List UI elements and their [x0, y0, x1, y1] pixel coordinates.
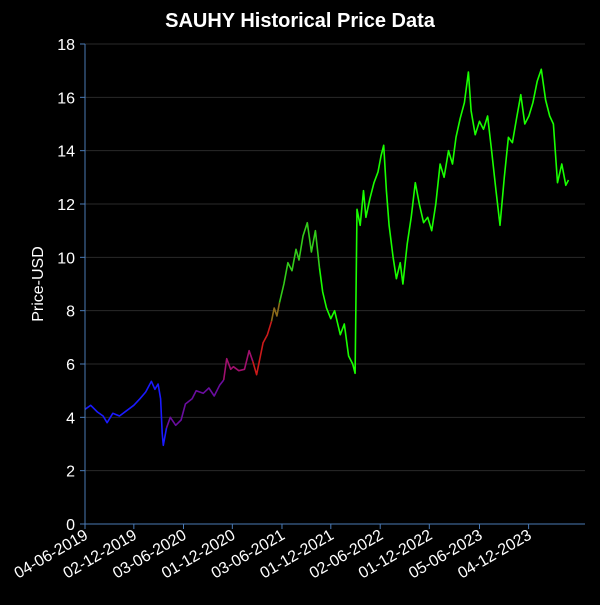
y-tick-label: 4	[66, 410, 75, 427]
series-lines	[84, 68, 570, 447]
price-series-line	[278, 221, 321, 303]
y-tick-label: 8	[66, 304, 75, 321]
y-tick-label: 10	[57, 250, 75, 267]
y-axis-label: Price-USD	[30, 246, 47, 322]
y-tick-label: 14	[57, 144, 75, 161]
price-series-line	[318, 68, 570, 375]
y-tick-label: 18	[57, 37, 75, 54]
y-tick-labels: 0 2 4 6 8 10 12 14 16 18	[57, 37, 75, 534]
y-tick-label: 12	[57, 197, 75, 214]
y-tick-label: 2	[66, 464, 75, 481]
y-tick-label: 0	[66, 517, 75, 534]
y-tick-label: 6	[66, 357, 75, 374]
grid-lines	[85, 43, 585, 472]
price-series-line	[84, 380, 168, 447]
chart-title: SAUHY Historical Price Data	[165, 10, 436, 32]
price-series-line	[222, 349, 254, 381]
x-tick-labels: 04-06-201902-12-201903-06-202001-12-2020…	[12, 527, 535, 583]
price-series-line	[270, 302, 281, 322]
axes	[80, 43, 585, 529]
price-series-line	[165, 379, 225, 429]
y-tick-label: 16	[57, 90, 75, 107]
price-series-line	[252, 321, 273, 376]
